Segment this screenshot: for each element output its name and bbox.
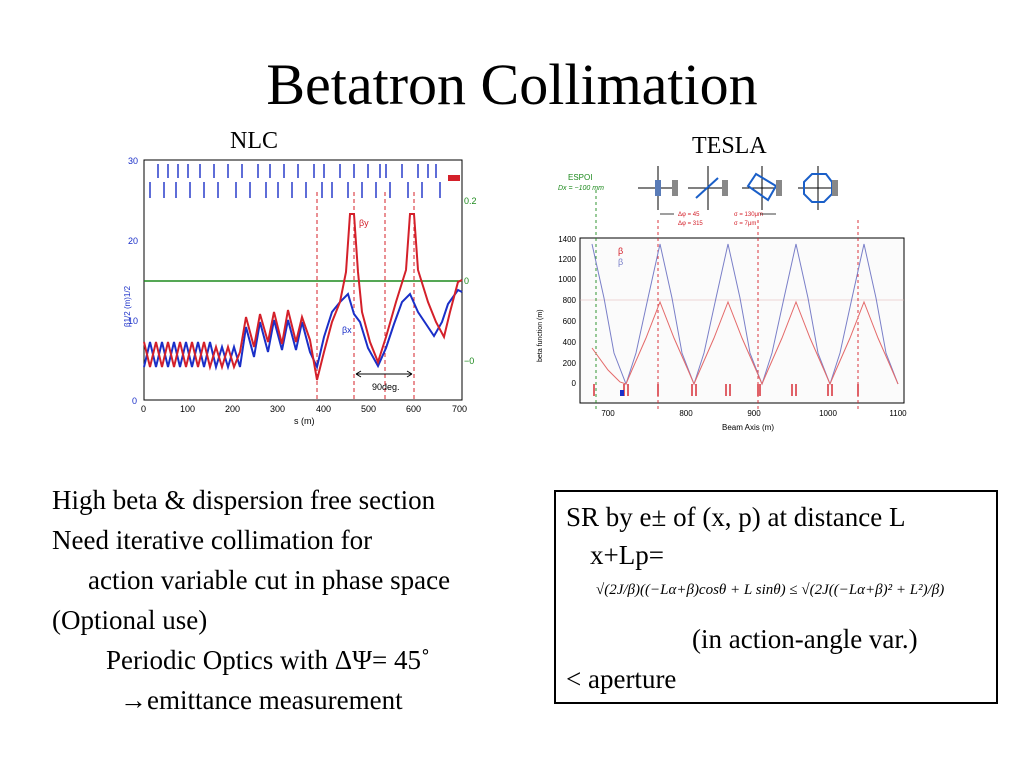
nlc-magnet-markers <box>149 164 441 198</box>
tesla-y-tick: 600 <box>563 317 577 326</box>
nlc-x-tick: 700 <box>452 404 467 414</box>
tesla-legend-a: β <box>618 246 623 256</box>
tesla-dx-label: Dx = −100 mm <box>558 185 604 192</box>
nlc-right-tick-top: 0.2 <box>464 196 477 206</box>
nlc-y-axis-label: β1/2 (m)1/2 <box>123 285 132 327</box>
tesla-phase-label: Δφ = 45 <box>678 212 700 218</box>
nlc-right-tick-mid: 0 <box>464 276 469 286</box>
nlc-x-tick: 300 <box>270 404 285 414</box>
slide-title: Betatron Collimation <box>266 52 758 117</box>
tesla-sigma-label: σ = 7μm <box>734 221 756 227</box>
tesla-blue-marker <box>620 390 624 396</box>
tesla-y-tick: 1400 <box>558 235 576 244</box>
tesla-x-tick: 1000 <box>819 409 837 418</box>
note-line: Need iterative collimation for <box>52 525 373 555</box>
nlc-y-tick-10: 10 <box>128 316 138 326</box>
note-line: High beta & dispersion free section <box>52 485 436 515</box>
tesla-y-tick: 400 <box>563 338 577 347</box>
nlc-interval-label: 90deg. <box>372 382 400 392</box>
tesla-plot: ESPOI Dx = −100 mm Δφ = 45 Δφ = 315 σ = … <box>537 166 907 432</box>
tesla-x-axis-label: Beam Axis (m) <box>722 423 774 432</box>
nlc-y-tick-30: 30 <box>128 156 138 166</box>
note-line: Periodic Optics with ΔΨ= 45˚ <box>106 645 430 675</box>
note-line: (Optional use) <box>52 605 208 635</box>
tesla-beta-a-curve <box>591 243 899 386</box>
nlc-y-tick-0: 0 <box>132 396 137 406</box>
tesla-phase-diagrams <box>638 166 838 210</box>
nlc-x-tick: 500 <box>361 404 376 414</box>
nlc-y-tick-20: 20 <box>128 236 138 246</box>
tesla-y-tick: 1200 <box>558 255 576 264</box>
tesla-y-tick: 800 <box>563 296 577 305</box>
tesla-x-tick: 800 <box>679 409 693 418</box>
tesla-legend-b: β <box>618 257 623 267</box>
nlc-plot: 30 20 10 0 β1/2 (m)1/2 0.2 0 −0 0 100 20… <box>123 156 477 426</box>
tesla-sigma-label: σ = 130μm <box>734 212 763 218</box>
tesla-y-tick: 0 <box>572 379 577 388</box>
tesla-espoi-label: ESPOI <box>568 173 592 182</box>
nlc-beta-x-curve <box>143 288 463 371</box>
box-line-1: SR by e± of (x, p) at distance L <box>566 502 906 532</box>
note-line: action variable cut in phase space <box>88 565 451 595</box>
nlc-interval-arrow <box>355 370 413 378</box>
tesla-label: TESLA <box>692 133 767 159</box>
nlc-x-tick: 600 <box>406 404 421 414</box>
nlc-end-marker <box>448 175 460 181</box>
nlc-x-tick: 100 <box>180 404 195 414</box>
nlc-x-tick: 400 <box>316 404 331 414</box>
box-formula: √(2J/β)((−Lα+β)cosθ + L sinθ) ≤ √(2J((−L… <box>596 582 945 598</box>
nlc-x-tick: 200 <box>225 404 240 414</box>
tesla-beta-b-curve <box>591 300 899 386</box>
nlc-right-tick-low: −0 <box>464 356 474 366</box>
nlc-label: NLC <box>230 128 278 154</box>
note-line: →emittance measurement <box>120 685 403 715</box>
tesla-x-tick: 1100 <box>889 409 907 418</box>
nlc-x-tick: 0 <box>141 404 146 414</box>
tesla-x-tick: 900 <box>747 409 761 418</box>
tesla-axes-frame <box>579 237 905 404</box>
tesla-y-axis-label: beta function (m) <box>537 309 544 362</box>
notes-list: High beta & dispersion free section Need… <box>52 480 450 720</box>
tesla-phase-label: Δφ = 315 <box>678 221 703 227</box>
box-line-4: < aperture <box>566 664 677 694</box>
tesla-y-tick: 1000 <box>558 275 576 284</box>
tesla-y-tick: 200 <box>563 359 577 368</box>
nlc-beta-x-label: βx <box>342 325 352 335</box>
nlc-x-axis-label: s (m) <box>294 416 315 426</box>
tesla-phase-annotation: Δφ = 45 Δφ = 315 σ = 130μm σ = 7μm <box>678 212 763 227</box>
box-line-3: (in action-angle var.) <box>692 624 918 654</box>
sr-condition-box: SR by e± of (x, p) at distance L x+Lp= √… <box>554 490 998 704</box>
nlc-beta-y-curve <box>143 213 463 381</box>
nlc-beta-y-label: βy <box>359 218 369 228</box>
box-line-2: x+Lp= <box>590 540 664 570</box>
tesla-x-tick: 700 <box>601 409 615 418</box>
